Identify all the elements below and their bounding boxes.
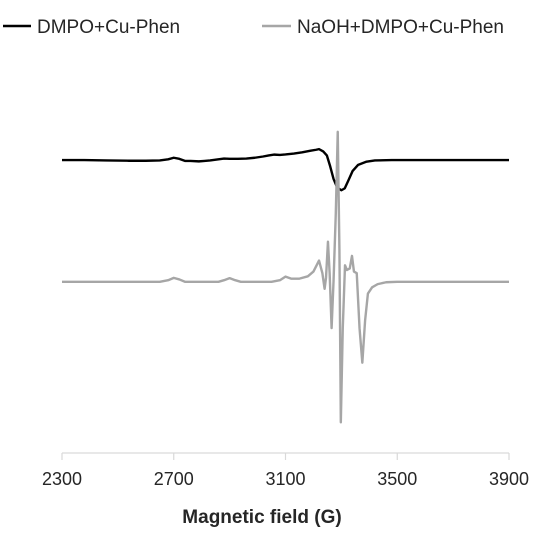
series-line-2 <box>62 130 509 424</box>
legend-label-2: NaOH+DMPO+Cu-Phen <box>297 17 504 38</box>
x-axis-ticks: 2300 2700 3100 3500 3900 <box>42 453 529 489</box>
x-axis-title: Magnetic field (G) <box>182 507 341 528</box>
x-tick-label: 2700 <box>154 469 194 489</box>
legend: DMPO+Cu-Phen NaOH+DMPO+Cu-Phen <box>3 17 504 38</box>
x-tick-label: 3100 <box>265 469 305 489</box>
plot-area <box>62 130 509 424</box>
legend-label-1: DMPO+Cu-Phen <box>37 17 180 38</box>
series-line-1 <box>62 147 509 192</box>
x-tick-label: 3900 <box>489 469 529 489</box>
x-tick-label: 2300 <box>42 469 82 489</box>
x-tick-label: 3500 <box>377 469 417 489</box>
